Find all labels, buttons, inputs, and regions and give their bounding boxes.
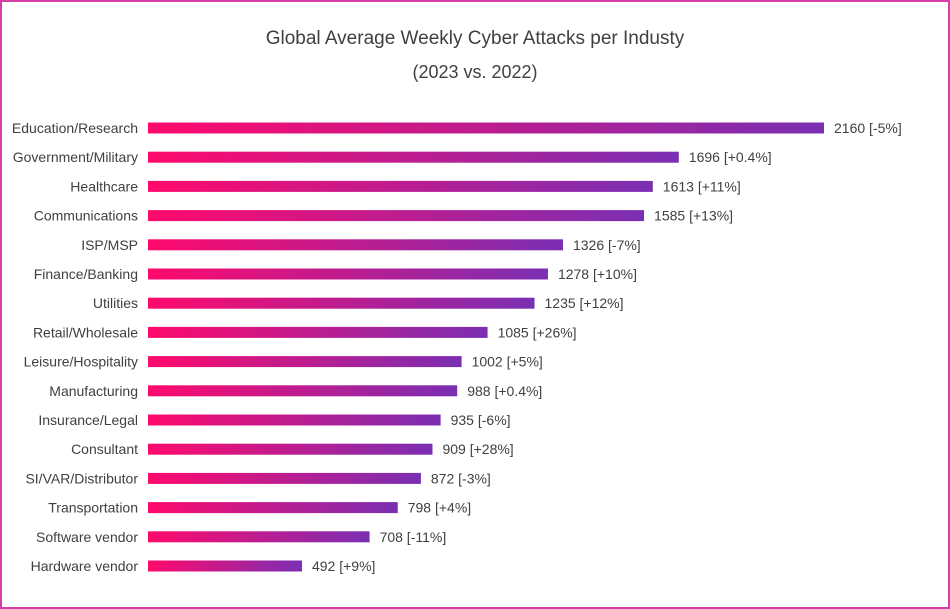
bar [148,239,563,251]
value-label: 798 [+4%] [408,500,471,516]
bar [148,122,824,134]
bar [148,531,370,543]
bar [148,502,398,514]
chart-subtitle: (2023 vs. 2022) [412,62,538,82]
category-label: SI/VAR/Distributor [25,470,138,486]
category-label: Government/Military [13,149,138,165]
category-label: Education/Research [12,120,138,136]
value-label: 1002 [+5%] [472,354,543,370]
value-label: 909 [+28%] [442,441,513,457]
bar [148,297,535,309]
bar [148,151,679,163]
bar [148,414,441,426]
category-label: Consultant [71,441,138,457]
category-label: Hardware vendor [31,558,139,574]
category-label: Transportation [48,500,138,516]
category-label: ISP/MSP [81,237,138,253]
bar [148,180,653,192]
value-label: 1085 [+26%] [498,324,577,340]
bar [148,268,548,280]
value-label: 1326 [-7%] [573,237,641,253]
bars-layer: Education/Research 2160 [-5%] Government/M… [12,120,902,574]
category-label: Leisure/Hospitality [24,354,138,370]
value-label: 1278 [+10%] [558,266,637,282]
value-label: 708 [-11%] [380,529,447,545]
value-label: 935 [-6%] [451,412,511,428]
value-label: 2160 [-5%] [834,120,902,136]
category-label: Healthcare [70,178,138,194]
value-label: 492 [+9%] [312,558,375,574]
bar [148,210,645,222]
bar [148,326,488,338]
category-label: Retail/Wholesale [33,324,138,340]
bar [148,560,302,572]
bar [148,443,433,455]
value-label: 988 [+0.4%] [467,383,542,399]
value-label: 872 [-3%] [431,470,491,486]
bar [148,356,462,368]
value-label: 1613 [+11%] [663,178,741,194]
category-label: Finance/Banking [34,266,138,282]
chart-title: Global Average Weekly Cyber Attacks per … [265,28,685,49]
bar [148,472,421,484]
category-label: Manufacturing [49,383,138,399]
category-label: Communications [34,208,138,224]
category-label: Software vendor [36,529,138,545]
category-label: Utilities [93,295,138,311]
value-label: 1585 [+13%] [654,208,733,224]
bar [148,385,458,397]
value-label: 1696 [+0.4%] [689,149,772,165]
value-label: 1235 [+12%] [545,295,624,311]
category-label: Insurance/Legal [38,412,138,428]
